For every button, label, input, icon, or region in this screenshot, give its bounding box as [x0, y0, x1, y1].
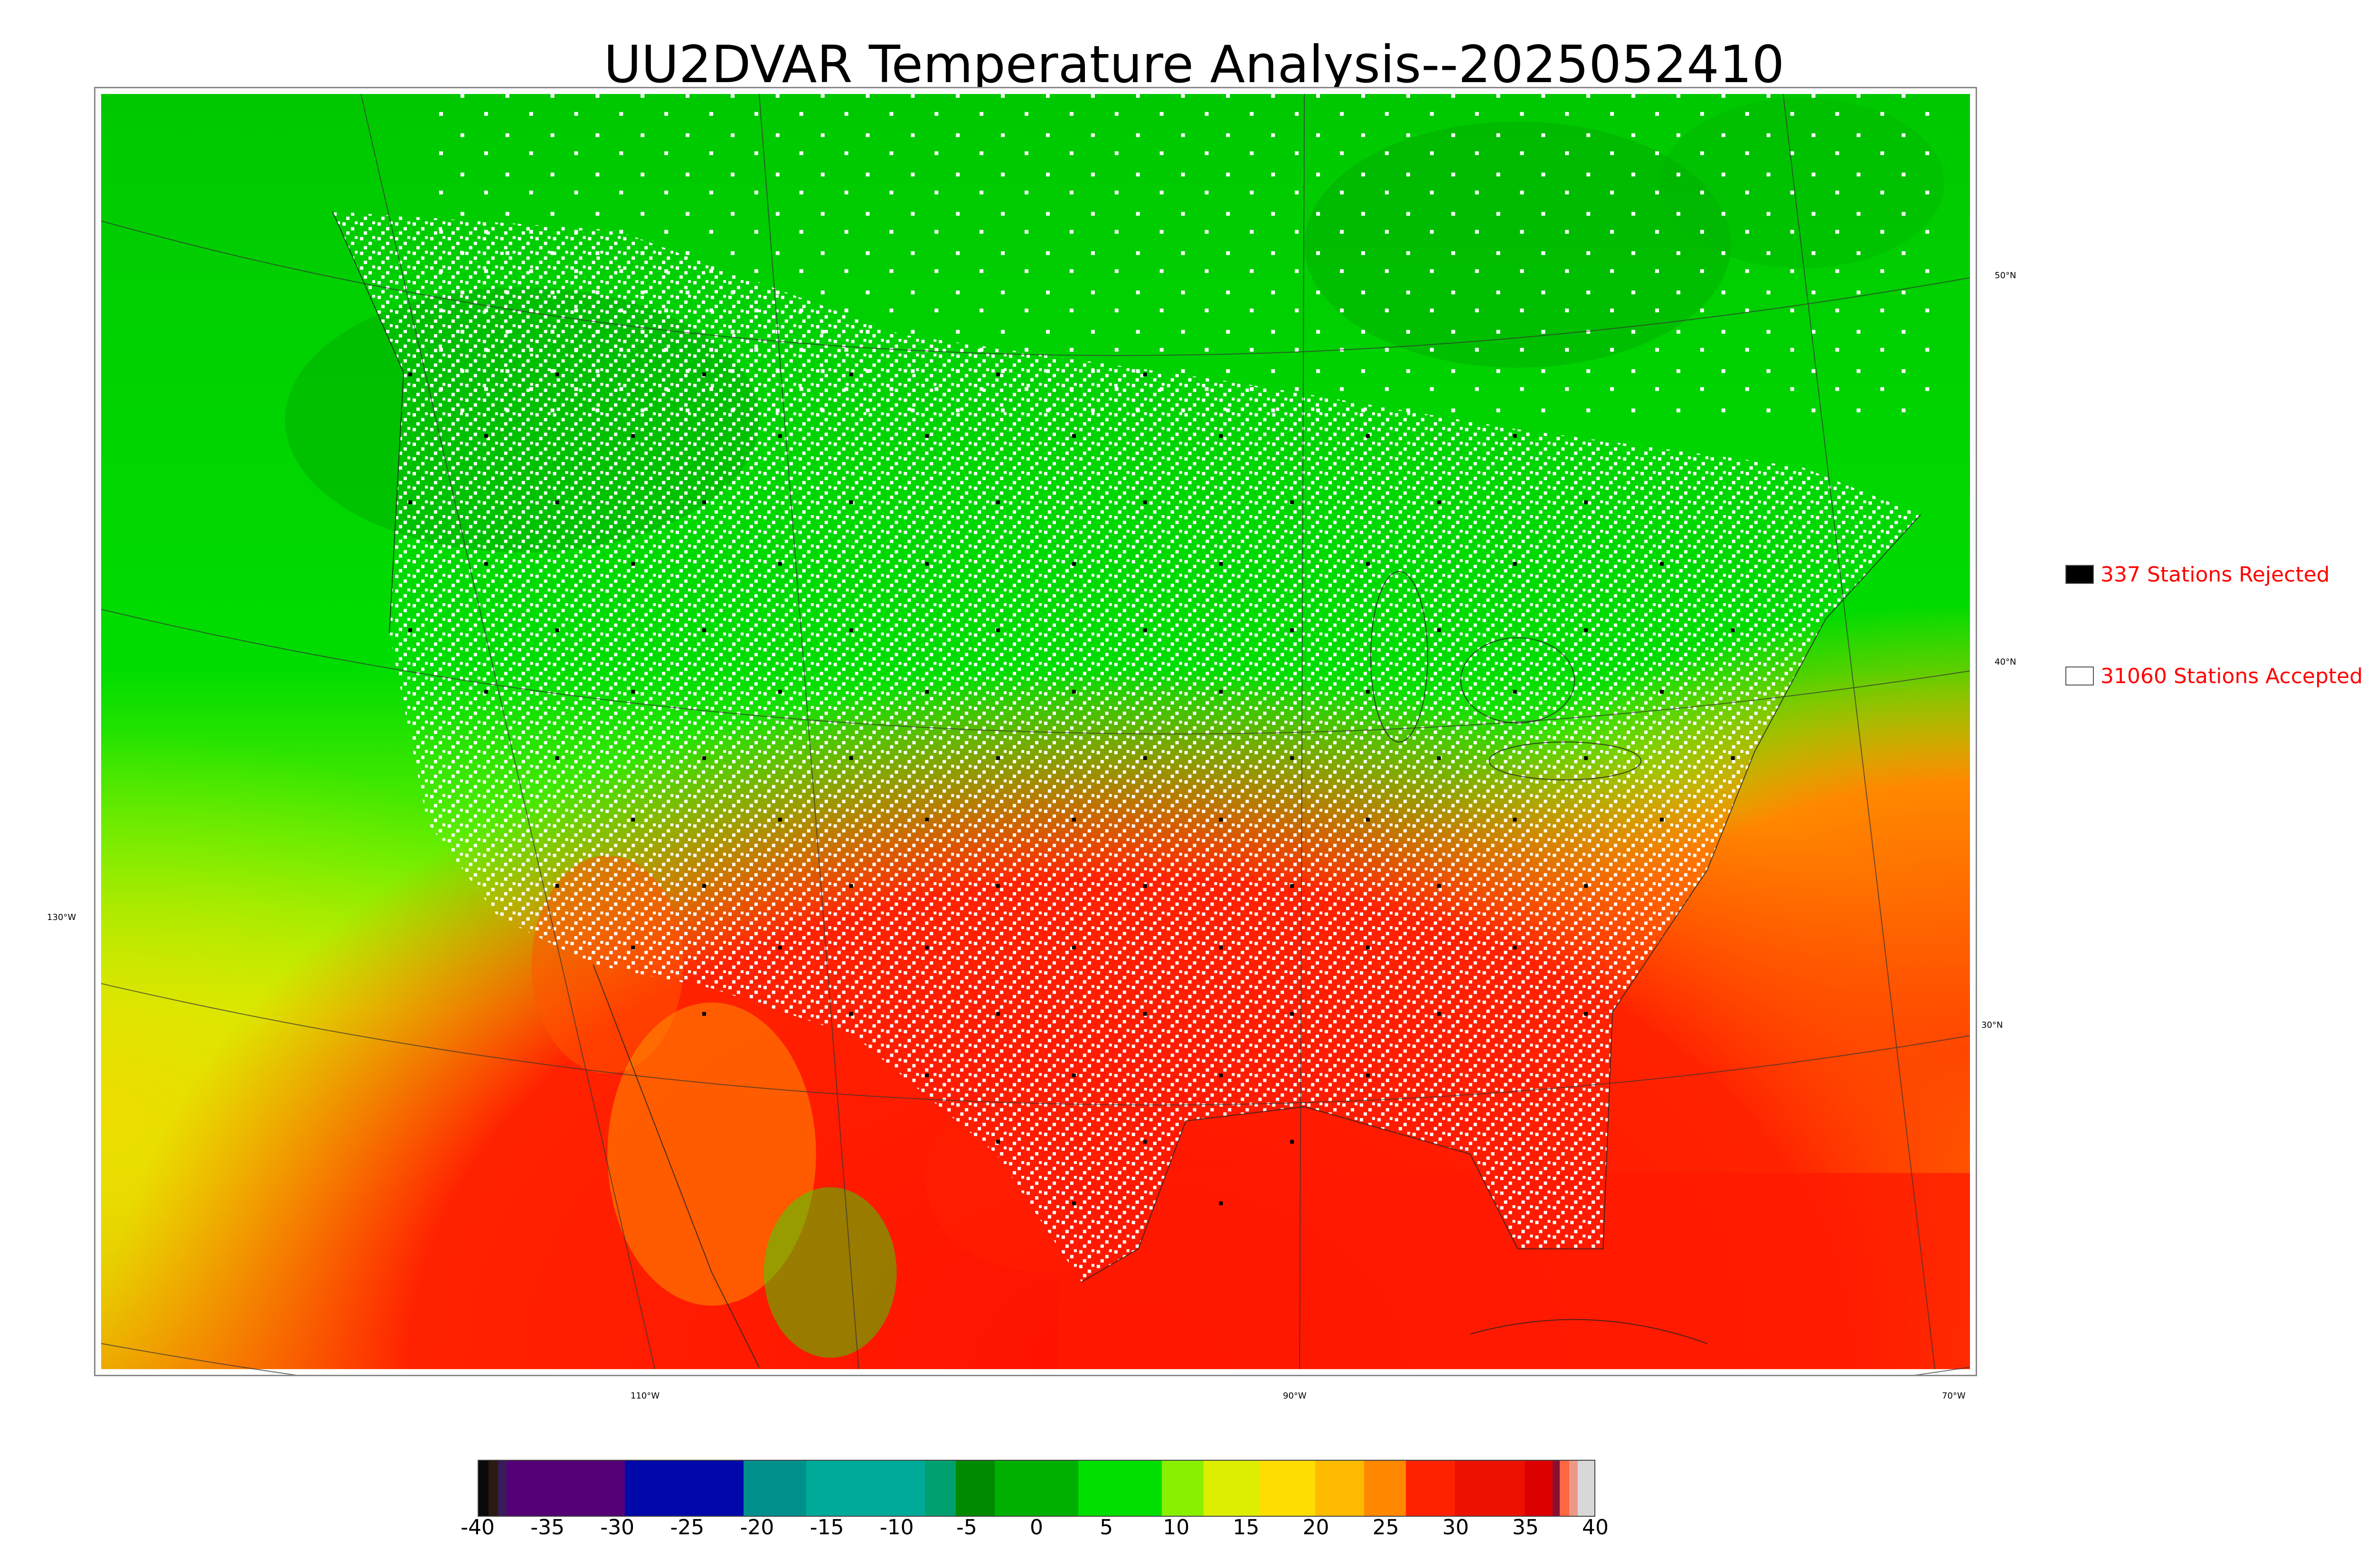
- colorbar-segment: [506, 1461, 625, 1516]
- accepted-label: 31060 Stations Accepted: [2101, 664, 2363, 688]
- longitude-label-90w: 90°W: [1283, 1391, 1307, 1401]
- coastlines: [332, 211, 1921, 1368]
- colorbar-segment: [994, 1461, 1079, 1516]
- colorbar-tick-label: -15: [810, 1515, 844, 1540]
- colorbar-tick-label: -30: [600, 1515, 635, 1540]
- colorbar-segment: [1204, 1461, 1260, 1516]
- colorbar-segment: [625, 1461, 744, 1516]
- colorbar-segment: [1259, 1461, 1316, 1516]
- colorbar-tick-label: -35: [530, 1515, 565, 1540]
- colorbar-segment: [1364, 1461, 1406, 1516]
- colorbar-tick-label: 35: [1512, 1515, 1539, 1540]
- longitude-label-110w: 110°W: [631, 1391, 660, 1401]
- colorbar-segment: [924, 1461, 956, 1516]
- rejected-stations: [389, 334, 1826, 1249]
- rejected-swatch: [2065, 565, 2094, 584]
- colorbar-tick-label: 5: [1100, 1515, 1113, 1540]
- colorbar-tick-label: -10: [879, 1515, 914, 1540]
- colorbar-tick-label: 10: [1163, 1515, 1190, 1540]
- map-title: UU2DVAR Temperature Analysis--2025052410: [603, 35, 1785, 94]
- accepted-swatch: [2065, 667, 2094, 685]
- latitude-label-40n: 40°N: [1995, 657, 2016, 667]
- temperature-field: [101, 94, 1970, 1375]
- latitude-label-30n: 30°N: [1981, 1020, 2003, 1030]
- colorbar-ticks: -40 -35 -30 -25 -20 -15 -10 -5 0 5 10 15 20 25 30 35 40: [461, 1514, 1609, 1543]
- colorbar-segment: [1559, 1461, 1570, 1516]
- colorbar-tick-label: -5: [956, 1515, 977, 1540]
- colorbar-tick-label: 15: [1233, 1515, 1260, 1540]
- colorbar-segment: [806, 1461, 925, 1516]
- colorbar-segment: [1455, 1461, 1525, 1516]
- colorbar-segment: [1078, 1461, 1162, 1516]
- graticule: [101, 94, 1970, 1375]
- colorbar-segment: [1569, 1461, 1578, 1516]
- temperature-analysis-map: 50°N 40°N 30°N 130°W: [47, 87, 2016, 1376]
- colorbar-segment: [488, 1461, 499, 1516]
- colorbar-tick-label: 0: [1030, 1515, 1043, 1540]
- colorbar-segment: [1552, 1461, 1560, 1516]
- colorbar-tick-label: 40: [1582, 1515, 1609, 1540]
- colorbar-segment: [1162, 1461, 1204, 1516]
- colorbar-tick-label: -25: [670, 1515, 705, 1540]
- temperature-colorbar: [478, 1460, 1595, 1517]
- colorbar-segment: [1577, 1461, 1594, 1516]
- colorbar-tick-label: -20: [740, 1515, 774, 1540]
- rejected-label: 337 Stations Rejected: [2101, 563, 2330, 587]
- colorbar-segment: [1315, 1461, 1365, 1516]
- colorbar-tick-label: 20: [1302, 1515, 1329, 1540]
- longitude-label-70w: 70°W: [1942, 1391, 1966, 1401]
- colorbar-segment: [744, 1461, 807, 1516]
- longitude-label-130w: 130°W: [47, 912, 76, 922]
- colorbar-segment: [955, 1461, 995, 1516]
- colorbar-segment: [1525, 1461, 1553, 1516]
- colorbar-tick-label: 30: [1442, 1515, 1469, 1540]
- colorbar-tick-label: 25: [1372, 1515, 1399, 1540]
- colorbar-segment: [479, 1461, 489, 1516]
- latitude-label-50n: 50°N: [1995, 271, 2016, 281]
- colorbar-segment: [1406, 1461, 1455, 1516]
- colorbar-segment: [498, 1461, 507, 1516]
- colorbar-tick-label: -40: [461, 1515, 495, 1540]
